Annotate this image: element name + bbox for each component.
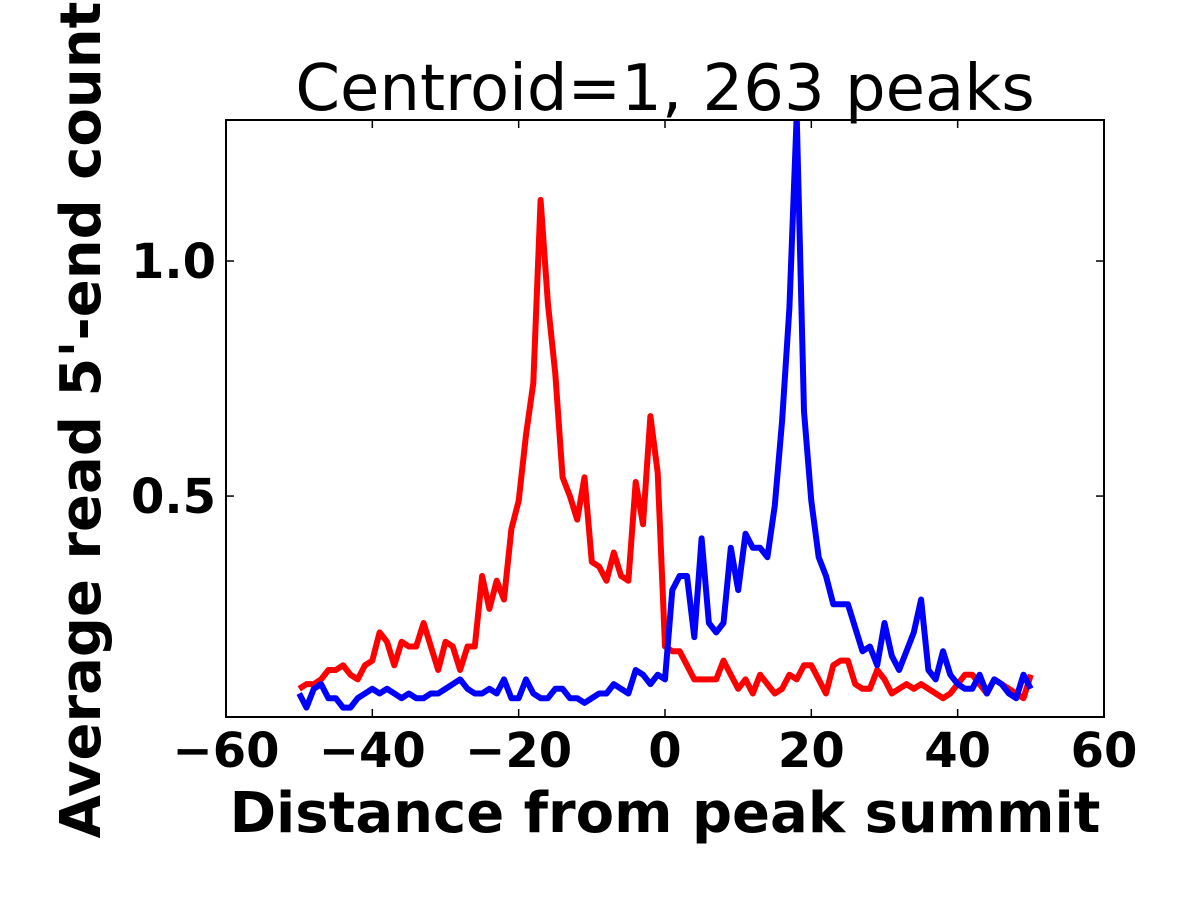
y-axis-label: Average read 5'-end count [49, 2, 114, 839]
x-tick-label: 0 [648, 723, 681, 779]
x-tick-label: 20 [778, 723, 845, 779]
y-tick-label: 0.5 [131, 469, 216, 525]
x-axis-label: Distance from peak summit [230, 781, 1101, 846]
x-tick-label: −60 [172, 723, 279, 779]
x-tick-label: 60 [1071, 723, 1138, 779]
plot-area: −60 −40 −20 0 20 40 60 0.5 1.0 [131, 119, 1138, 779]
chart-title: Centroid=1, 263 peaks [295, 52, 1034, 126]
series-line-2 [296, 120, 1034, 711]
x-tick-label: 40 [924, 723, 991, 779]
y-tick-label: 1.0 [131, 234, 216, 290]
x-tick-label: −20 [465, 723, 572, 779]
x-tick-label: −40 [319, 723, 426, 779]
